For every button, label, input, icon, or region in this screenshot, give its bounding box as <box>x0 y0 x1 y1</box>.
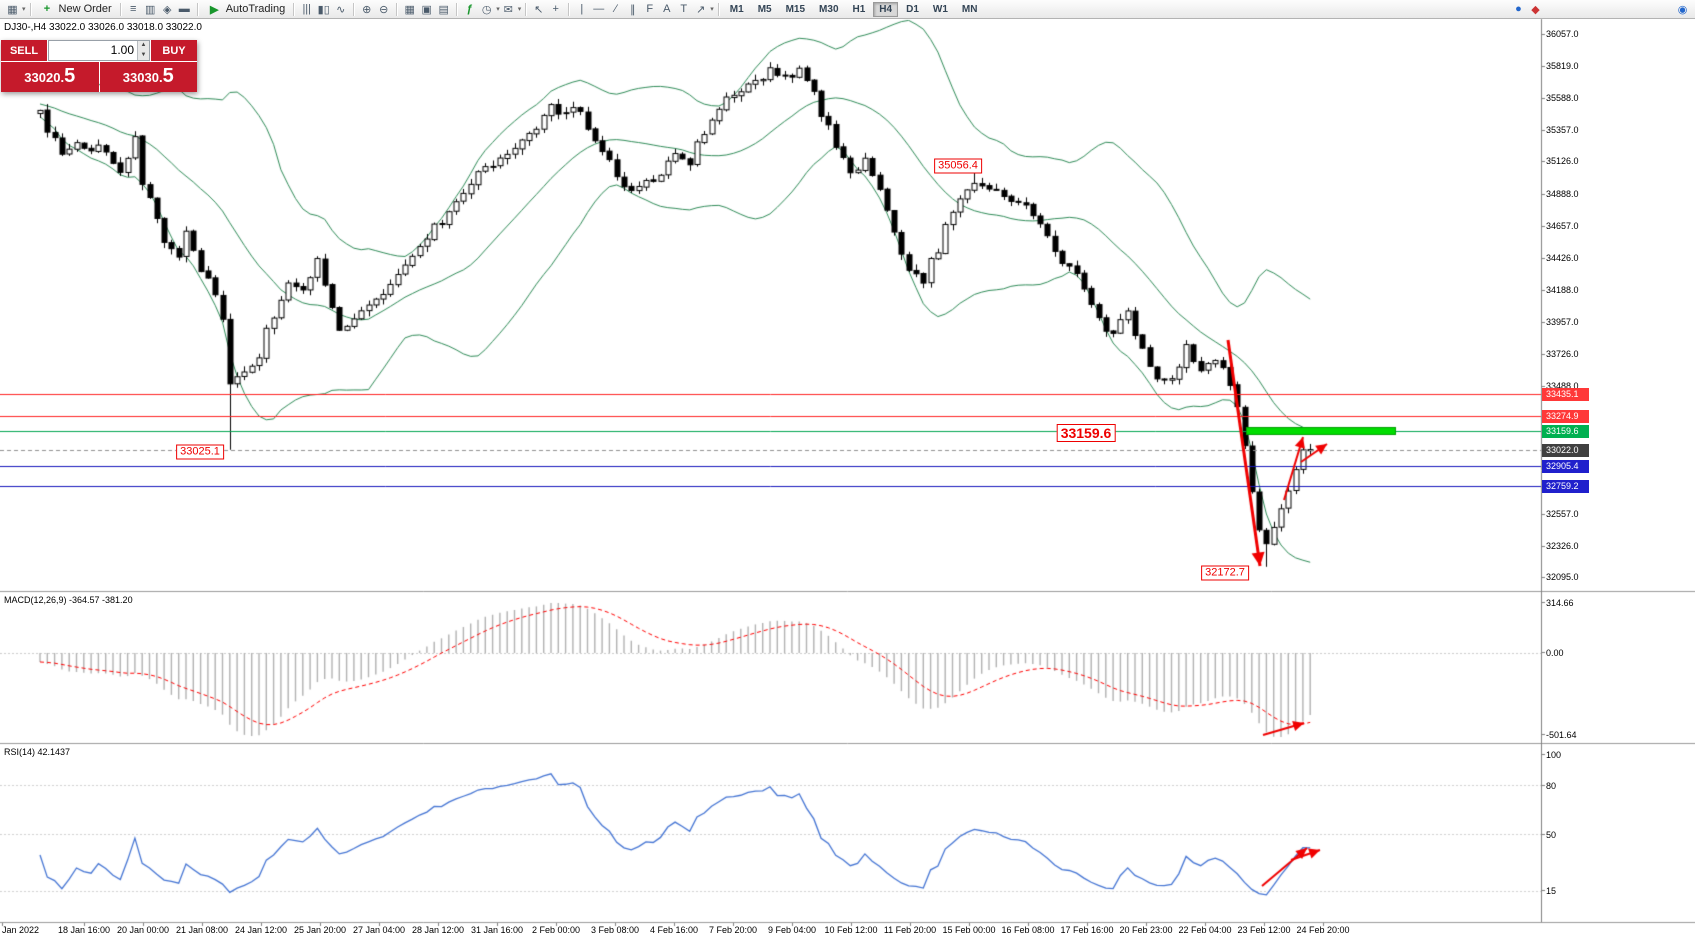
price-annotation[interactable]: 33159.6 <box>1056 424 1116 442</box>
toolbar-separator <box>717 2 719 16</box>
data-window-icon[interactable]: ▥ <box>145 3 156 16</box>
candlestick-chart-icon[interactable]: ▮▯ <box>317 3 330 16</box>
volume-value[interactable]: 1.00 <box>110 43 134 57</box>
indicators-icon[interactable]: ƒ <box>466 3 473 15</box>
timeframe-m15-button[interactable]: M15 <box>785 3 806 15</box>
ask-price-main: 33030. <box>122 70 163 85</box>
toolbar-separator <box>456 2 458 16</box>
volume-field[interactable]: 1.00 ▲ ▼ <box>48 40 150 61</box>
text-tool-icon[interactable]: A <box>663 3 671 15</box>
vertical-line-tool-icon[interactable]: | <box>580 3 584 15</box>
periods-icon[interactable]: ◷ <box>481 3 492 16</box>
new-chart-icon[interactable]: ▦ <box>7 3 18 16</box>
price-annotation[interactable]: 33025.1 <box>176 444 224 460</box>
toolbar-separator <box>525 2 527 16</box>
chevron-down-icon[interactable]: ▾ <box>496 6 500 13</box>
chevron-down-icon[interactable]: ▾ <box>22 6 26 13</box>
macd-indicator-label: MACD(12,26,9) -364.57 -381.20 <box>4 595 133 605</box>
plus-icon: + <box>43 3 51 15</box>
line-chart-icon[interactable]: ∿ <box>336 3 346 16</box>
new-order-button[interactable]: + New Order <box>35 1 116 18</box>
volume-spinner: ▲ ▼ <box>137 41 149 60</box>
toolbar-separator <box>196 2 198 16</box>
cascade-windows-icon[interactable]: ▣ <box>421 3 432 16</box>
market-watch-icon[interactable]: ≡ <box>129 3 137 15</box>
price-annotation[interactable]: 32172.7 <box>1201 565 1249 581</box>
navigator-icon[interactable]: ◈ <box>162 3 172 16</box>
horizontal-line-tool-icon[interactable]: — <box>593 3 605 15</box>
volume-increase-button[interactable]: ▲ <box>138 41 149 51</box>
news-icon[interactable]: ◆ <box>1531 3 1540 16</box>
autotrading-label: AutoTrading <box>225 3 286 15</box>
trendline-tool-icon[interactable]: ∕ <box>614 3 617 15</box>
channel-tool-icon[interactable]: ∥ <box>630 3 636 16</box>
arrows-tool-icon[interactable]: ↗ <box>696 3 706 16</box>
toolbar-separator <box>293 2 295 16</box>
crosshair-tool-icon[interactable]: + <box>552 3 559 15</box>
autotrading-button[interactable]: ▶ AutoTrading <box>202 1 290 18</box>
price-annotation[interactable]: 35056.4 <box>934 158 982 174</box>
toolbar-separator <box>568 2 570 16</box>
new-order-label: New Order <box>58 3 112 15</box>
toolbar-separator <box>396 2 398 16</box>
chevron-down-icon[interactable]: ▾ <box>710 6 714 13</box>
community-icon[interactable]: ◉ <box>1677 3 1688 16</box>
timeframe-h4-button[interactable]: H4 <box>873 1 899 17</box>
chevron-down-icon[interactable]: ▾ <box>517 6 522 13</box>
timeframe-d1-button[interactable]: D1 <box>906 3 919 15</box>
chat-icon[interactable]: ● <box>1515 3 1522 15</box>
bid-price-pip: 5 <box>64 65 76 87</box>
buy-button[interactable]: BUY <box>151 40 197 61</box>
tile-windows-icon[interactable]: ▦ <box>404 3 415 16</box>
templates-icon[interactable]: ✉ <box>503 3 513 16</box>
timeframe-m30-button[interactable]: M30 <box>819 3 839 15</box>
timeframe-m1-button[interactable]: M1 <box>729 3 744 15</box>
bid-price-main: 33020. <box>24 70 65 85</box>
volume-decrease-button[interactable]: ▼ <box>138 50 149 60</box>
toolbar-separator <box>29 2 31 16</box>
terminal-icon[interactable]: ▬ <box>178 3 190 15</box>
play-icon: ▶ <box>209 3 219 16</box>
arrange-windows-icon[interactable]: ▤ <box>438 3 449 16</box>
bar-chart-icon[interactable]: ||| <box>302 3 312 15</box>
cursor-tool-icon[interactable]: ↖ <box>534 3 544 16</box>
toolbar-separator <box>119 2 121 16</box>
ask-price-pip: 5 <box>162 65 174 87</box>
label-tool-icon[interactable]: T <box>680 3 688 15</box>
sell-button[interactable]: SELL <box>1 40 47 61</box>
zoom-out-icon[interactable]: ⊖ <box>379 3 389 16</box>
timeframe-mn-button[interactable]: MN <box>961 3 978 15</box>
timeframe-h1-button[interactable]: H1 <box>852 3 866 15</box>
timeframe-w1-button[interactable]: W1 <box>932 3 948 15</box>
toolbar: ▦ ▾ + New Order ≡ ▥ ◈ ▬ ▶ AutoTrading ||… <box>0 0 1695 19</box>
zoom-in-icon[interactable]: ⊕ <box>362 3 372 16</box>
sell-price-button[interactable]: 33020. 5 <box>1 62 99 92</box>
rsi-indicator-label: RSI(14) 42.1437 <box>4 747 71 757</box>
toolbar-separator <box>353 2 355 16</box>
fibonacci-tool-icon[interactable]: F <box>646 3 654 15</box>
chart-ohlc-info: DJ30-,H4 33022.0 33026.0 33018.0 33022.0 <box>4 22 202 33</box>
timeframe-m5-button[interactable]: M5 <box>757 3 772 15</box>
buy-price-button[interactable]: 33030. 5 <box>99 62 197 92</box>
one-click-trading-panel: SELL 1.00 ▲ ▼ BUY 33020. 5 33030. 5 <box>1 40 197 92</box>
